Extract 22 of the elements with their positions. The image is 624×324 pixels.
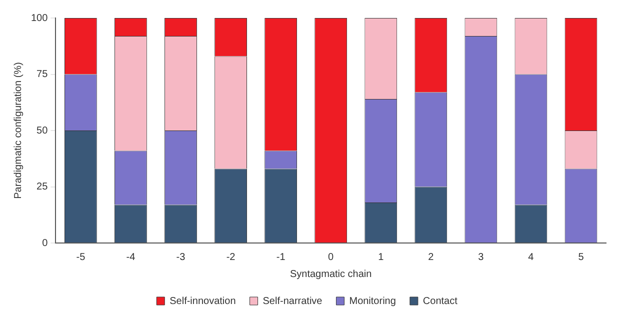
legend-label: Contact (422, 296, 458, 307)
legend-label: Self-narrative (262, 296, 323, 307)
x-tick-label: -4 (126, 252, 136, 263)
y-tick-label: 0 (42, 238, 48, 249)
legend-label: Self-innovation (170, 296, 236, 307)
x-tick-label: -3 (176, 252, 186, 263)
y-tick-label: 25 (36, 182, 48, 192)
x-tick-label: 0 (328, 252, 334, 263)
x-tick-label: -2 (226, 252, 236, 263)
x-tick-label: 1 (378, 252, 384, 263)
x-tick-label: 2 (428, 252, 434, 263)
x-tick-label: 3 (478, 252, 484, 263)
x-tick-label: -1 (276, 252, 286, 263)
x-tick-label: 5 (578, 252, 584, 263)
x-axis-title: Syntagmatic chain (290, 268, 372, 280)
y-axis-title: Paradigmatic configuration (%) (12, 62, 24, 199)
x-tick-label: 4 (528, 252, 534, 263)
y-tick-label: 75 (36, 69, 48, 80)
y-tick-label: 50 (36, 125, 48, 136)
y-tick-label: 100 (30, 12, 48, 24)
x-tick-label: -5 (76, 252, 86, 263)
legend-label: Monitoring (349, 296, 396, 307)
